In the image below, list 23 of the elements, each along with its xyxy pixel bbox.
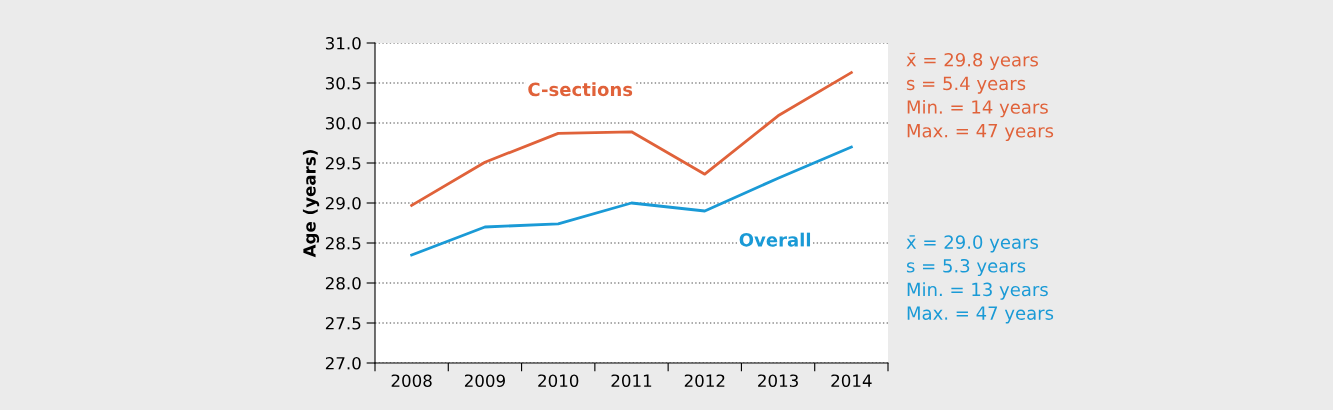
y-tick-label: 27.0 xyxy=(325,356,361,370)
series-label: C-sections xyxy=(528,82,633,97)
y-tick-label: 30.0 xyxy=(325,116,361,130)
x-tick-label: 2013 xyxy=(758,374,798,388)
y-axis-title: Age (years) xyxy=(302,150,320,258)
x-tick-label: 2010 xyxy=(538,374,579,388)
text: x̄ = 29.8 years s = 5.4 years Min. = 14 years Max. = 47 years xyxy=(906,52,1054,142)
x-tick-label: 2014 xyxy=(831,374,872,388)
text: x̄ = 29.0 years s = 5.3 years Min. = 13 years Max. = 47 years xyxy=(906,235,1054,324)
series-label: Overall xyxy=(739,232,811,247)
y-tick-label: 27.5 xyxy=(325,316,361,330)
y-tick-label: 28.5 xyxy=(325,236,361,250)
y-tick-label: 31.0 xyxy=(325,36,361,50)
x-tick-label: 2012 xyxy=(684,374,725,388)
line-series xyxy=(410,145,853,257)
x-tick-label: 2008 xyxy=(391,374,432,388)
x-tick-label: 2009 xyxy=(464,374,505,388)
y-tick-label: 30.5 xyxy=(325,76,361,90)
line-series xyxy=(410,71,853,207)
y-tick-label: 29.5 xyxy=(325,156,361,170)
x-tick-label: 2011 xyxy=(611,374,652,388)
y-tick-label: 29.0 xyxy=(325,196,361,210)
y-tick-label: 28.0 xyxy=(325,276,361,290)
